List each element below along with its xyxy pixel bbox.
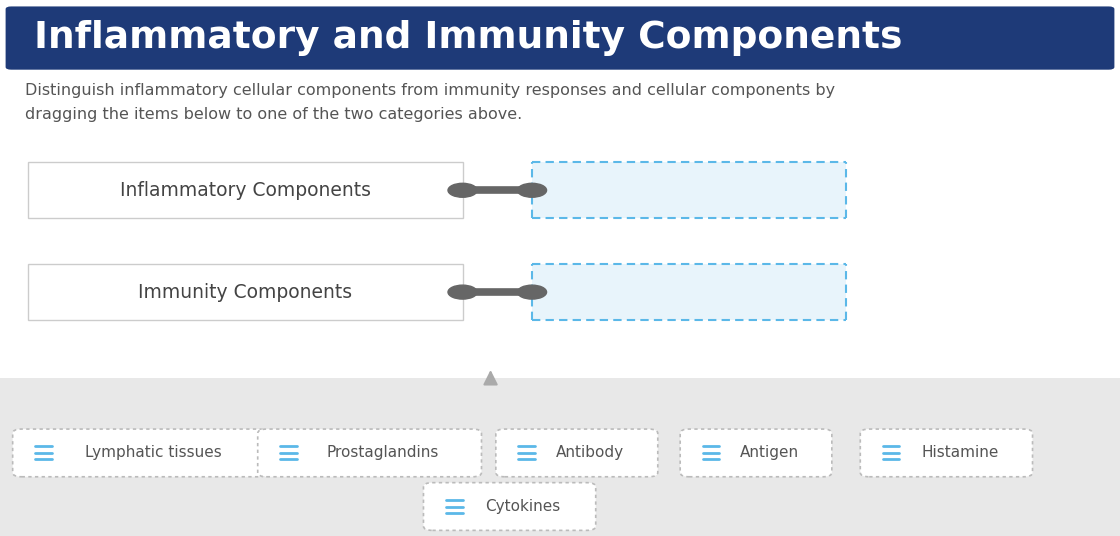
Text: Immunity Components: Immunity Components xyxy=(138,282,353,302)
FancyBboxPatch shape xyxy=(532,162,846,219)
FancyBboxPatch shape xyxy=(423,482,596,531)
Text: dragging the items below to one of the two categories above.: dragging the items below to one of the t… xyxy=(25,107,522,122)
FancyBboxPatch shape xyxy=(860,429,1033,477)
Circle shape xyxy=(448,285,477,299)
Text: Histamine: Histamine xyxy=(921,445,999,460)
Text: Prostaglandins: Prostaglandins xyxy=(327,445,439,460)
Circle shape xyxy=(517,285,547,299)
FancyBboxPatch shape xyxy=(28,264,463,320)
Text: Antibody: Antibody xyxy=(557,445,624,460)
FancyBboxPatch shape xyxy=(0,378,1120,536)
FancyBboxPatch shape xyxy=(28,162,463,219)
FancyBboxPatch shape xyxy=(12,429,268,477)
FancyBboxPatch shape xyxy=(680,429,832,477)
Circle shape xyxy=(448,183,477,197)
Text: Antigen: Antigen xyxy=(740,445,799,460)
Text: Inflammatory and Immunity Components: Inflammatory and Immunity Components xyxy=(34,20,902,56)
Text: Lymphatic tissues: Lymphatic tissues xyxy=(85,445,222,460)
Text: Inflammatory Components: Inflammatory Components xyxy=(120,181,371,200)
FancyBboxPatch shape xyxy=(532,264,846,320)
FancyBboxPatch shape xyxy=(6,6,1114,70)
Text: Cytokines: Cytokines xyxy=(485,499,561,514)
Circle shape xyxy=(517,183,547,197)
FancyBboxPatch shape xyxy=(258,429,482,477)
Text: Distinguish inflammatory cellular components from immunity responses and cellula: Distinguish inflammatory cellular compon… xyxy=(25,83,834,98)
FancyBboxPatch shape xyxy=(496,429,657,477)
